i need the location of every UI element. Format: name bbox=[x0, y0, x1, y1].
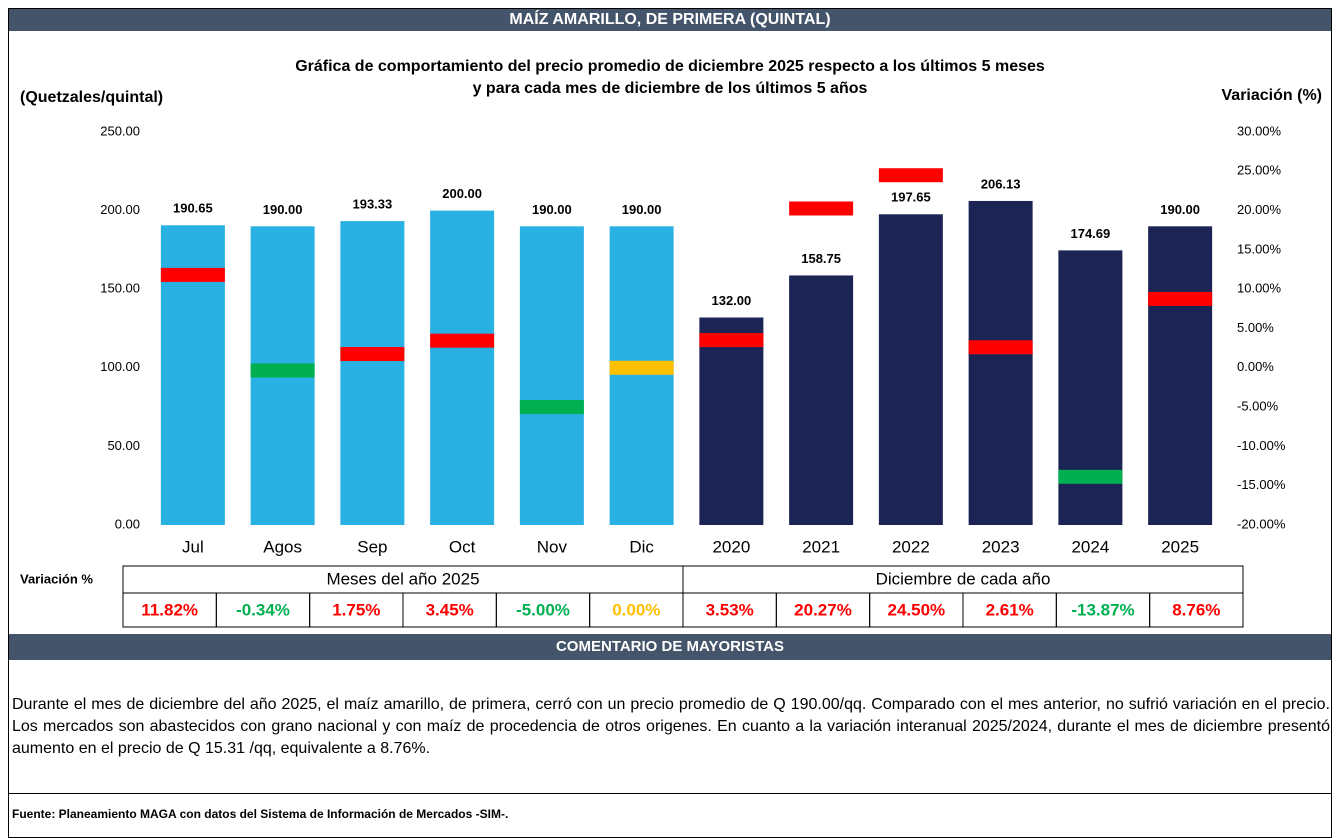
variation-marker bbox=[1148, 291, 1213, 306]
bar bbox=[789, 275, 854, 525]
x-tick-label: Jul bbox=[182, 537, 204, 556]
variation-label: -0.34% bbox=[236, 600, 290, 619]
variation-marker bbox=[1058, 469, 1123, 484]
x-tick-label: Dic bbox=[629, 537, 654, 556]
variation-marker bbox=[789, 201, 854, 216]
section-bar bbox=[9, 634, 1331, 660]
bar-value-label: 132.00 bbox=[711, 293, 751, 308]
bar-value-label: 193.33 bbox=[352, 197, 392, 212]
variation-marker bbox=[699, 333, 764, 348]
variation-label: 3.45% bbox=[426, 600, 474, 619]
variation-label: 24.50% bbox=[887, 600, 945, 619]
y2-axis-label: Variación (%) bbox=[1222, 87, 1322, 104]
bar-value-label: 197.65 bbox=[891, 190, 931, 205]
variation-marker bbox=[340, 347, 405, 362]
variation-label: 3.53% bbox=[706, 600, 754, 619]
x-tick-label: 2025 bbox=[1161, 537, 1199, 556]
bar bbox=[699, 317, 764, 525]
y2-tick-label: -15.00% bbox=[1237, 477, 1286, 492]
bar bbox=[430, 210, 495, 525]
table-group-label: Meses del año 2025 bbox=[326, 569, 479, 588]
y2-tick-label: 20.00% bbox=[1237, 202, 1282, 217]
variation-marker bbox=[968, 340, 1033, 355]
section-title: COMENTARIO DE MAYORISTAS bbox=[556, 638, 784, 655]
variation-label: 1.75% bbox=[332, 600, 380, 619]
y2-tick-label: 10.00% bbox=[1237, 281, 1282, 296]
y2-tick-label: 0.00% bbox=[1237, 359, 1274, 374]
y2-tick-label: 15.00% bbox=[1237, 241, 1282, 256]
bar bbox=[968, 200, 1033, 526]
variation-marker bbox=[519, 400, 584, 415]
bar-value-label: 206.13 bbox=[981, 176, 1021, 191]
x-tick-label: 2024 bbox=[1071, 537, 1109, 556]
variation-label: 0.00% bbox=[612, 600, 660, 619]
y2-tick-label: -10.00% bbox=[1237, 438, 1286, 453]
subtitle: y para cada mes de diciembre de los últi… bbox=[473, 80, 868, 97]
y-tick-label: 0.00 bbox=[115, 516, 140, 531]
y2-tick-label: 30.00% bbox=[1237, 123, 1282, 138]
y-tick-label: 50.00 bbox=[107, 438, 140, 453]
bar-value-label: 190.00 bbox=[1160, 202, 1200, 217]
y-tick-label: 100.00 bbox=[100, 359, 140, 374]
x-tick-label: Oct bbox=[449, 537, 476, 556]
variation-marker bbox=[160, 267, 225, 282]
x-tick-label: 2023 bbox=[982, 537, 1020, 556]
variation-marker bbox=[609, 360, 674, 375]
bar-value-label: 174.69 bbox=[1070, 226, 1110, 241]
variation-label: 11.82% bbox=[141, 600, 198, 619]
y-axis-label: (Quetzales/quintal) bbox=[20, 89, 163, 106]
subtitle: Gráfica de comportamiento del precio pro… bbox=[295, 58, 1045, 75]
bar bbox=[340, 221, 405, 525]
y2-tick-label: -20.00% bbox=[1237, 516, 1286, 531]
y-tick-label: 250.00 bbox=[100, 123, 140, 138]
bar-value-label: 190.00 bbox=[532, 202, 572, 217]
bar-value-label: 190.00 bbox=[263, 202, 303, 217]
variation-label: 20.27% bbox=[794, 600, 852, 619]
variation-label: -13.87% bbox=[1071, 600, 1134, 619]
table-row-label: Variación % bbox=[20, 571, 93, 586]
y2-tick-label: 25.00% bbox=[1237, 163, 1282, 178]
y-tick-label: 150.00 bbox=[100, 281, 140, 296]
table-group-label: Diciembre de cada año bbox=[876, 569, 1051, 588]
bar-value-label: 190.65 bbox=[173, 201, 213, 216]
variation-label: -5.00% bbox=[516, 600, 570, 619]
source: Fuente: Planeamiento MAGA con datos del … bbox=[12, 807, 508, 821]
chart-title: MAÍZ AMARILLO, DE PRIMERA (QUINTAL) bbox=[509, 9, 830, 28]
bar bbox=[1148, 226, 1213, 525]
x-tick-label: 2021 bbox=[802, 537, 840, 556]
table-cell bbox=[1149, 592, 1244, 628]
bar bbox=[609, 226, 674, 525]
x-tick-label: Agos bbox=[263, 537, 302, 556]
bar bbox=[519, 226, 584, 525]
variation-marker bbox=[878, 168, 943, 183]
y2-tick-label: -5.00% bbox=[1237, 399, 1279, 414]
bar-value-label: 158.75 bbox=[801, 251, 841, 266]
x-tick-label: 2020 bbox=[712, 537, 750, 556]
x-tick-label: Sep bbox=[357, 537, 387, 556]
comment: Durante el mes de diciembre del año 2025… bbox=[12, 696, 1330, 757]
header-bar bbox=[9, 9, 1331, 31]
x-tick-label: Nov bbox=[537, 537, 568, 556]
bar-value-label: 190.00 bbox=[622, 202, 662, 217]
variation-marker bbox=[430, 333, 495, 348]
bar bbox=[878, 214, 943, 526]
x-tick-label: 2022 bbox=[892, 537, 930, 556]
variation-label: 8.76% bbox=[1172, 600, 1220, 619]
y-tick-label: 200.00 bbox=[100, 202, 140, 217]
bar-value-label: 200.00 bbox=[442, 186, 482, 201]
y2-tick-label: 5.00% bbox=[1237, 320, 1274, 335]
variation-marker bbox=[250, 363, 315, 378]
variation-label: 2.61% bbox=[986, 600, 1034, 619]
